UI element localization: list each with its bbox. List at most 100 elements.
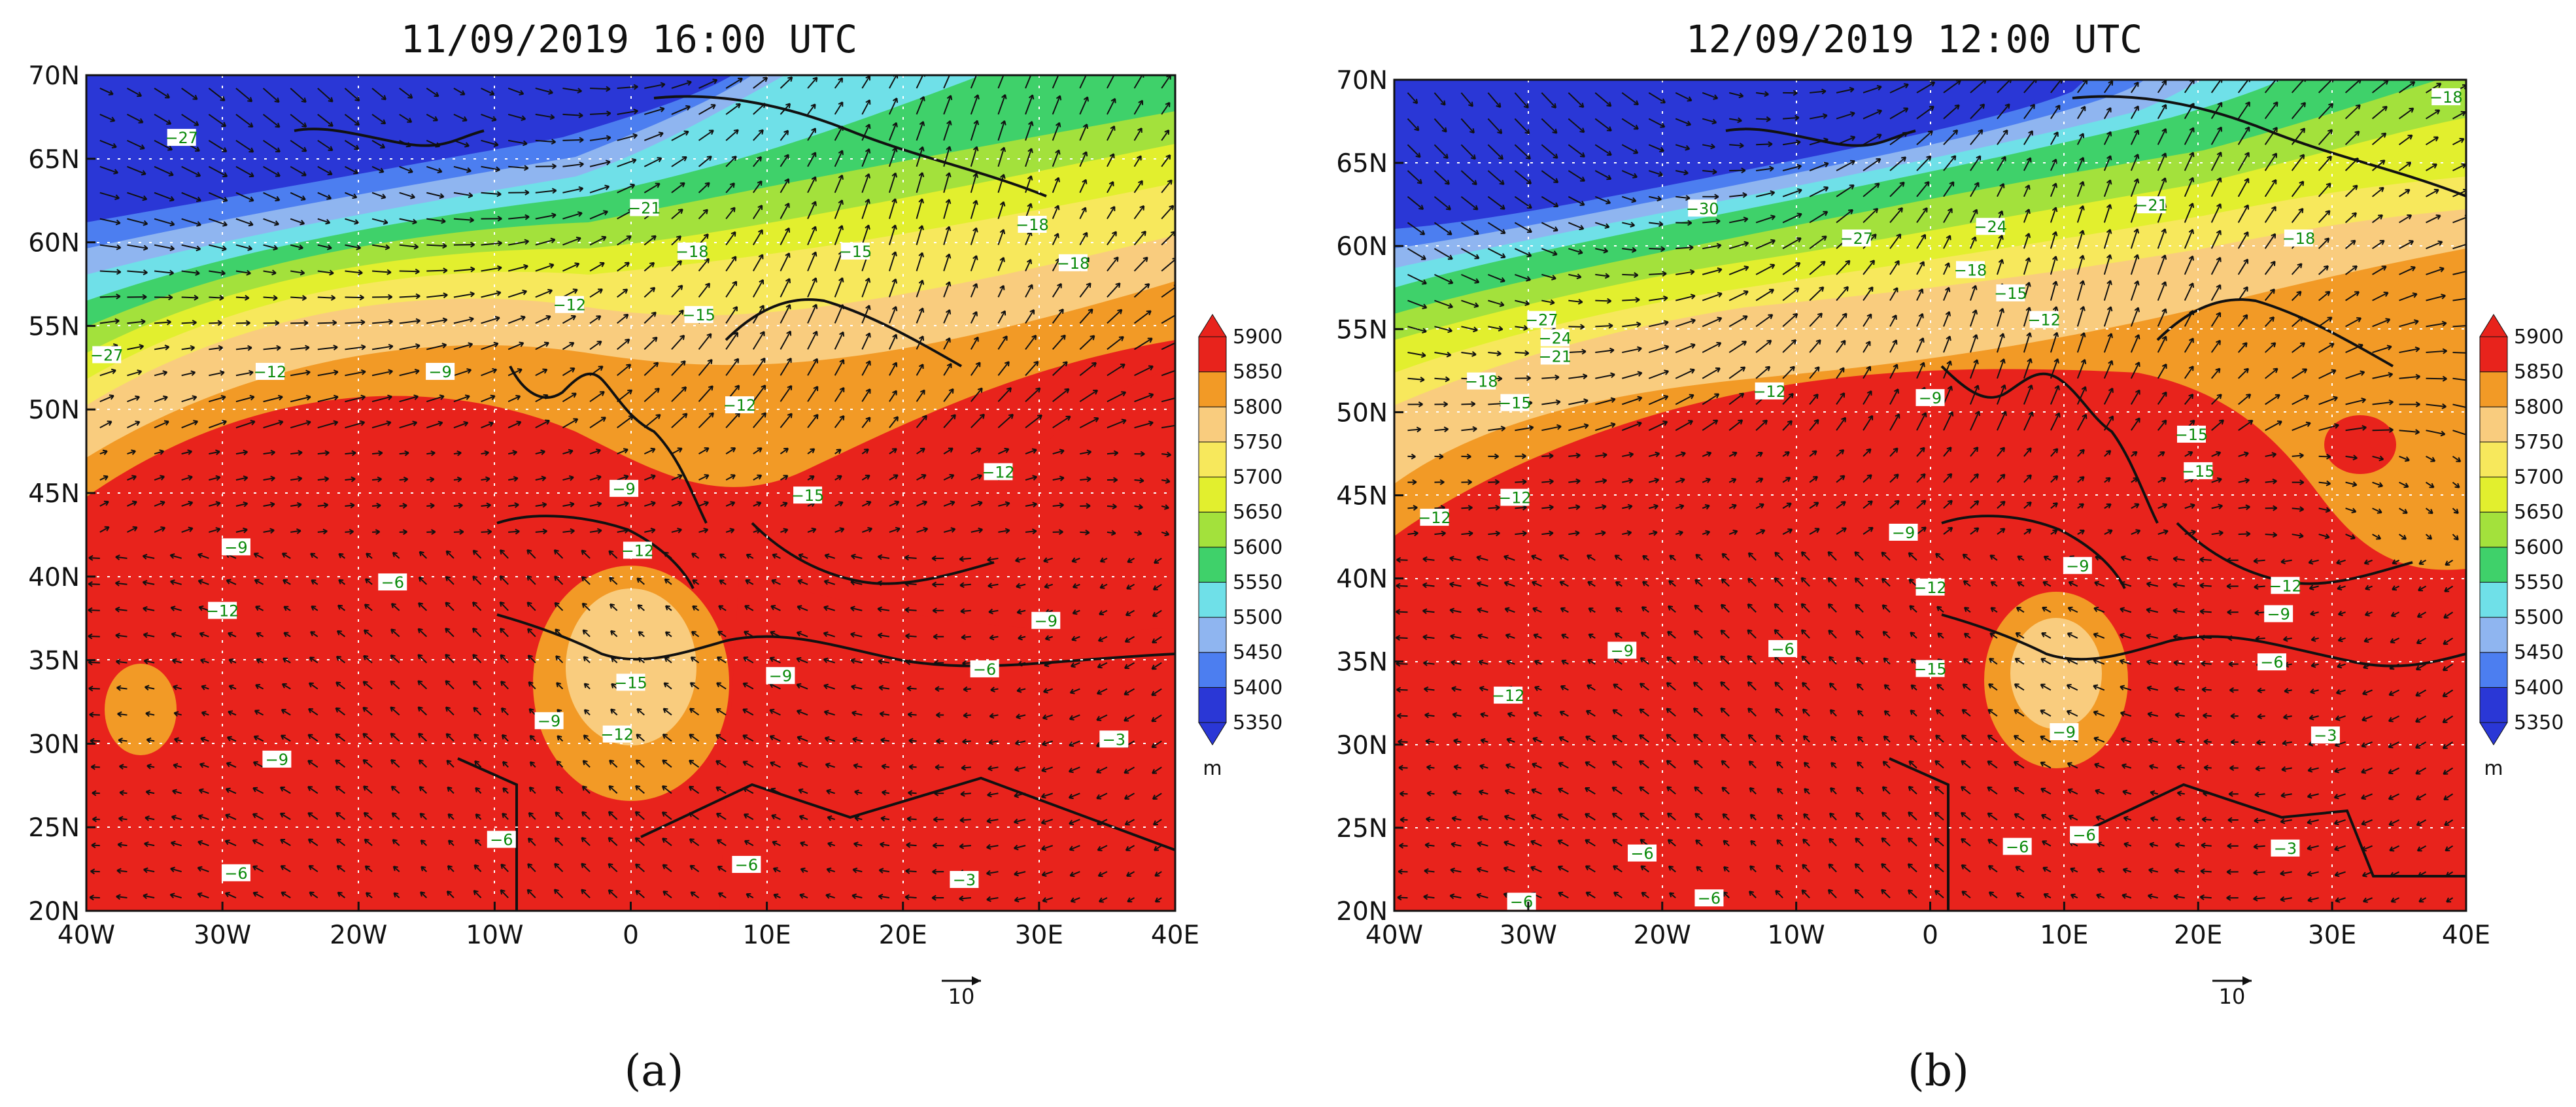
wind-vector bbox=[610, 604, 618, 611]
wind-vector-head bbox=[119, 790, 125, 796]
wind-vector bbox=[1568, 375, 1587, 379]
wind-vector bbox=[562, 212, 583, 220]
wind-vector bbox=[943, 388, 954, 402]
wind-vector-head bbox=[1420, 376, 1425, 383]
wind-vector-head bbox=[1447, 327, 1452, 333]
wind-vector-head bbox=[335, 838, 341, 844]
wind-vector-head bbox=[275, 320, 280, 326]
wind-vector bbox=[1782, 420, 1793, 431]
wind-vector bbox=[1434, 299, 1453, 308]
wind-vector-head bbox=[660, 82, 666, 88]
wind-vector bbox=[1407, 196, 1424, 210]
wind-vector-head bbox=[1110, 530, 1116, 536]
wind-vector-head bbox=[402, 503, 407, 509]
wind-vector-head bbox=[785, 103, 791, 109]
wind-vector-head bbox=[959, 556, 965, 562]
wind-vector-head bbox=[1031, 528, 1037, 535]
wind-vector bbox=[1568, 454, 1581, 457]
wind-vector-head bbox=[554, 602, 560, 607]
wind-vector bbox=[2292, 422, 2311, 432]
wind-vector bbox=[235, 322, 250, 324]
wind-vector bbox=[719, 579, 727, 585]
wind-vector-head bbox=[2106, 204, 2112, 209]
wind-vector-head bbox=[301, 122, 307, 128]
wind-vector bbox=[317, 270, 334, 274]
wind-vector-head bbox=[1117, 309, 1123, 315]
wind-vector-head bbox=[2299, 154, 2305, 160]
wind-vector bbox=[473, 890, 482, 898]
wind-vector-head bbox=[225, 787, 231, 793]
wind-vector bbox=[662, 734, 672, 742]
wind-vector bbox=[771, 814, 781, 821]
wind-vector-head bbox=[596, 315, 602, 321]
wind-vector-head bbox=[502, 812, 507, 819]
wind-vector-head bbox=[1840, 339, 1846, 345]
wind-vector bbox=[1460, 144, 1476, 160]
wind-vector-head bbox=[1466, 453, 1471, 460]
wind-vector bbox=[987, 583, 999, 587]
wind-vector-head bbox=[715, 760, 721, 766]
wind-vector bbox=[780, 475, 789, 481]
wind-vector-head bbox=[139, 144, 145, 150]
wind-vector bbox=[943, 95, 952, 115]
wind-vector-head bbox=[568, 475, 574, 481]
wind-vector-head bbox=[548, 89, 553, 95]
wind-vector bbox=[1836, 209, 1853, 224]
wind-vector-head bbox=[88, 607, 93, 613]
wind-vector bbox=[2023, 130, 2033, 145]
wind-vector-head bbox=[415, 268, 420, 275]
wind-vector bbox=[208, 139, 227, 152]
wind-vector-head bbox=[1110, 97, 1116, 103]
temperature-label: −9 bbox=[428, 363, 451, 381]
wind-vector-head bbox=[1583, 398, 1589, 404]
wind-vector bbox=[99, 475, 109, 481]
temperature-label-bg bbox=[602, 725, 632, 743]
wind-vector bbox=[880, 713, 890, 716]
wind-vector bbox=[671, 528, 682, 533]
wind-vector bbox=[1514, 118, 1530, 135]
wind-vector bbox=[2372, 373, 2393, 379]
wind-vector-head bbox=[1057, 282, 1062, 288]
wind-vector-head bbox=[746, 893, 751, 898]
wind-vector-head bbox=[1496, 350, 1502, 356]
wind-vector bbox=[1943, 208, 1953, 223]
wind-vector bbox=[589, 262, 605, 272]
wind-vector-head bbox=[283, 605, 289, 611]
wind-vector bbox=[310, 553, 318, 559]
wind-vector-head bbox=[731, 156, 737, 162]
wind-vector bbox=[173, 685, 182, 690]
wind-vector-head bbox=[554, 575, 560, 581]
wind-vector bbox=[2210, 367, 2221, 379]
wind-vector bbox=[254, 553, 264, 559]
wind-vector-head bbox=[865, 173, 871, 179]
wind-vector-head bbox=[2107, 333, 2113, 339]
wind-vector-head bbox=[1151, 690, 1157, 696]
wind-vector bbox=[943, 120, 951, 141]
wind-vector bbox=[1970, 411, 1980, 431]
wind-vector-head bbox=[1152, 611, 1158, 617]
wind-vector-head bbox=[1068, 767, 1074, 774]
wind-vector-head bbox=[797, 579, 803, 585]
wind-vector-head bbox=[92, 816, 97, 823]
wind-vector bbox=[986, 897, 999, 900]
wind-vector bbox=[1514, 248, 1532, 257]
wind-vector-head bbox=[247, 245, 252, 251]
wind-vector-head bbox=[1894, 260, 1900, 265]
wind-vector-head bbox=[579, 162, 584, 167]
wind-vector-head bbox=[1973, 447, 1979, 452]
wind-vector bbox=[1675, 170, 1689, 175]
wind-vector bbox=[1675, 247, 1694, 250]
wind-vector bbox=[481, 395, 496, 403]
wind-vector bbox=[475, 787, 482, 794]
wind-vector bbox=[2050, 207, 2057, 223]
temperature-label: −18 bbox=[1057, 254, 1090, 273]
wind-vector-head bbox=[519, 90, 524, 95]
wind-vector-head bbox=[517, 368, 523, 374]
wind-vector bbox=[1107, 531, 1116, 534]
wind-vector bbox=[1125, 609, 1135, 616]
wind-vector-head bbox=[826, 789, 831, 795]
wind-vector bbox=[2023, 358, 2032, 379]
wind-vector-head bbox=[824, 736, 830, 742]
wind-vector-head bbox=[407, 167, 413, 174]
wind-vector-head bbox=[1793, 313, 1798, 318]
